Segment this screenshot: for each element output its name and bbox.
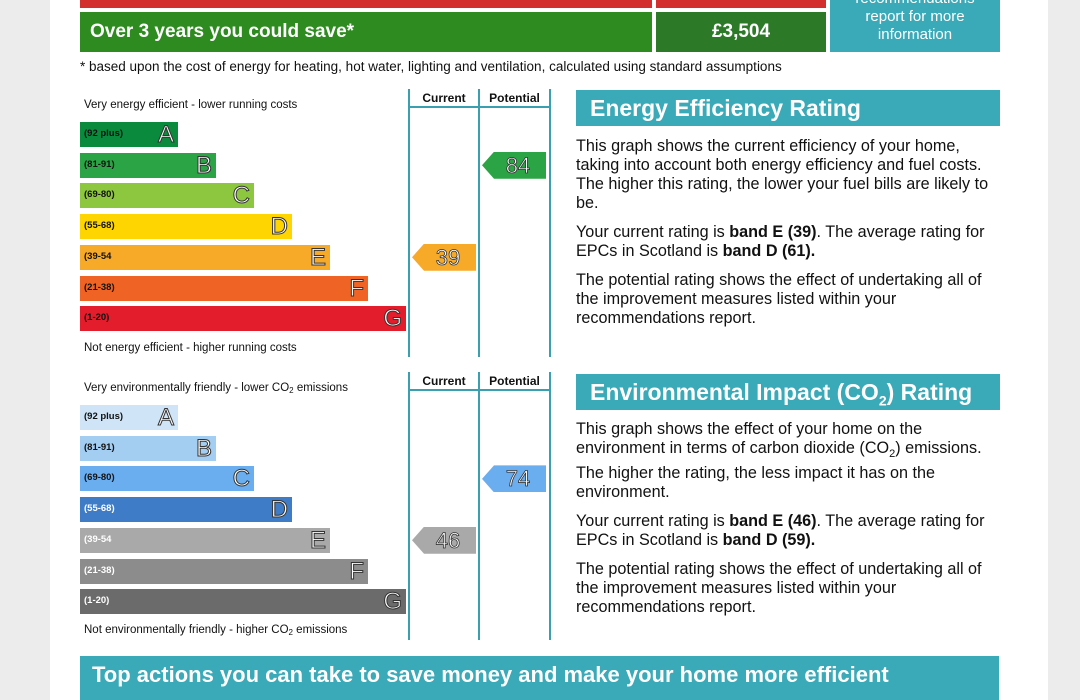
- rating-band-e: (39-54 E: [80, 526, 330, 554]
- band-letter: F: [349, 274, 365, 302]
- rating-band-c: (69-80) C: [80, 182, 254, 210]
- band-range-label: (21-38): [84, 281, 115, 293]
- band-range-label: (69-80): [84, 472, 115, 484]
- previous-row-strip-value: [656, 0, 826, 8]
- band-range-label: (1-20): [84, 595, 110, 607]
- band-range-label: (81-91): [84, 158, 115, 170]
- environmental-rating-description: This graph shows the effect of your home…: [576, 420, 1006, 627]
- rating-band-b: (81-91) B: [80, 434, 216, 462]
- band-range-label: (1-20): [84, 312, 110, 324]
- band-letter: D: [270, 496, 288, 524]
- footnote: * based upon the cost of energy for heat…: [80, 59, 782, 74]
- energy-paragraph-3: The potential rating shows the effect of…: [576, 271, 982, 327]
- env-paragraph-3: The potential rating shows the effect of…: [576, 560, 982, 617]
- graph-bottom-label: Not environmentally friendly - higher CO…: [84, 624, 348, 637]
- band-letter: D: [270, 213, 288, 241]
- potential-rating-arrow: 74: [482, 465, 546, 493]
- energy-rating-title: Energy Efficiency Rating: [576, 90, 1000, 126]
- rating-band-f: (21-38) F: [80, 557, 368, 585]
- energy-paragraph-1: This graph shows the current efficiency …: [576, 137, 989, 212]
- band-letter: B: [195, 434, 212, 462]
- rating-band-c: (69-80) C: [80, 465, 254, 493]
- band-letter: E: [309, 243, 326, 271]
- energy-rating-description: This graph shows the current efficiency …: [576, 137, 1006, 338]
- rating-band-d: (55-68) D: [80, 496, 292, 524]
- top-actions-banner: Top actions you can take to save money a…: [80, 656, 999, 700]
- band-range-label: (81-91): [84, 441, 115, 453]
- rating-band-g: (1-20) G: [80, 305, 406, 333]
- rating-band-d: (55-68) D: [80, 213, 292, 241]
- energy-efficiency-graph: Very energy efficient - lower running co…: [78, 89, 552, 357]
- band-letter: B: [195, 151, 212, 179]
- band-range-label: (92 plus): [84, 411, 124, 422]
- band-letter: C: [232, 465, 250, 493]
- savings-value: £3,504: [656, 12, 826, 52]
- column-divider: [408, 372, 410, 640]
- band-letter: A: [157, 404, 174, 431]
- epc-page: Over 3 years you could save* £3,504 reco…: [50, 0, 1048, 700]
- column-divider: [478, 89, 480, 357]
- band-range-label: (55-68): [84, 503, 115, 515]
- band-range-label: (55-68): [84, 220, 115, 232]
- col-current-header: Current: [422, 374, 466, 388]
- current-rating-arrow: 39: [412, 243, 476, 271]
- col-potential-header: Potential: [489, 91, 540, 105]
- header-line: [408, 106, 551, 108]
- col-potential-header: Potential: [489, 374, 540, 388]
- env-paragraph-1: This graph shows the effect of your home…: [576, 420, 982, 502]
- column-divider: [549, 89, 551, 357]
- column-divider: [549, 372, 551, 640]
- previous-row-strip: [80, 0, 652, 8]
- environmental-impact-graph: Very environmentally friendly - lower CO…: [78, 372, 552, 640]
- graph-top-label: Very energy efficient - lower running co…: [84, 99, 298, 111]
- current-rating-arrow: 46: [412, 526, 476, 554]
- band-letter: A: [157, 121, 174, 148]
- env-paragraph-2: Your current rating is band E (46). The …: [576, 512, 985, 550]
- potential-rating-arrow: 84: [482, 151, 546, 179]
- rating-band-f: (21-38) F: [80, 274, 368, 302]
- column-divider: [408, 89, 410, 357]
- band-letter: G: [383, 305, 403, 333]
- rating-band-a: (92 plus) A: [80, 121, 178, 148]
- savings-label: Over 3 years you could save*: [80, 12, 652, 52]
- band-letter: E: [309, 526, 326, 554]
- rating-band-b: (81-91) B: [80, 151, 216, 179]
- graph-bottom-label: Not energy efficient - higher running co…: [84, 342, 297, 354]
- band-range-label: (21-38): [84, 564, 115, 576]
- graph-top-label: Very environmentally friendly - lower CO…: [84, 382, 348, 395]
- recommendations-partial-text: recommendations: [830, 0, 1000, 8]
- band-range-label: (69-80): [84, 189, 115, 201]
- energy-paragraph-2: Your current rating is band E (39). The …: [576, 223, 985, 260]
- recommendations-text: report for more information: [865, 8, 965, 43]
- col-current-header: Current: [422, 91, 466, 105]
- band-letter: F: [349, 557, 365, 585]
- column-divider: [478, 372, 480, 640]
- band-range-label: (39-54: [84, 533, 112, 545]
- rating-band-g: (1-20) G: [80, 588, 406, 616]
- band-letter: C: [232, 182, 250, 210]
- recommendations-box: recommendations report for more informat…: [830, 0, 1000, 52]
- band-range-label: (39-54: [84, 250, 112, 262]
- rating-band-a: (92 plus) A: [80, 404, 178, 431]
- environmental-rating-title: Environmental Impact (CO2) Rating: [576, 374, 1000, 410]
- band-letter: G: [383, 588, 403, 616]
- header-line: [408, 389, 551, 391]
- band-range-label: (92 plus): [84, 128, 124, 139]
- rating-band-e: (39-54 E: [80, 243, 330, 271]
